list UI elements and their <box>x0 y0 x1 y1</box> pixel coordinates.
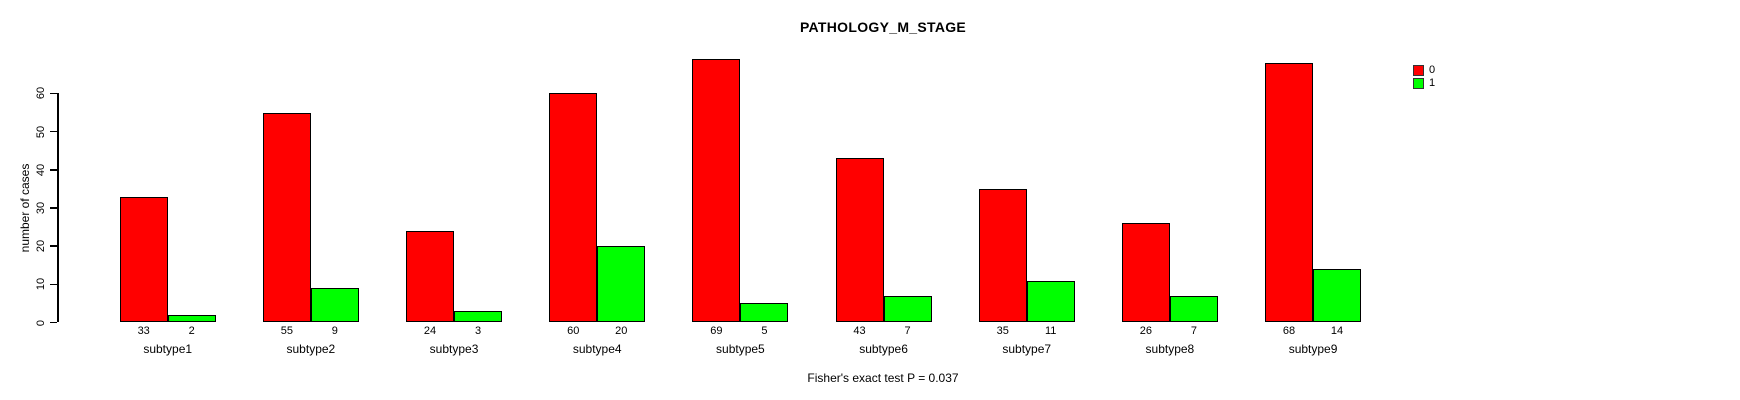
legend: 0 1 <box>1413 65 1435 89</box>
y-axis-tick-label: 30 <box>35 201 47 215</box>
bar-value-label-1-subtype6: 7 <box>904 325 911 337</box>
bar-value-label-1-subtype9: 14 <box>1330 325 1344 337</box>
legend-swatch-green <box>1413 78 1424 89</box>
y-axis-tick <box>50 130 57 133</box>
y-axis-tick-label: 10 <box>35 278 47 291</box>
x-axis-category-label-subtype8: subtype8 <box>1145 342 1195 356</box>
y-axis-tick-label: 50 <box>35 125 47 138</box>
chart-title: PATHOLOGY_M_STAGE <box>799 19 967 35</box>
x-axis-category-label-subtype7: subtype7 <box>1002 342 1052 356</box>
y-axis-label: number of cases <box>18 163 32 253</box>
bar-0-subtype8 <box>1121 223 1170 323</box>
x-axis-category-label-subtype6: subtype6 <box>859 342 908 356</box>
x-axis-category-label-subtype5: subtype5 <box>716 342 765 356</box>
bar-1-subtype4 <box>597 246 646 323</box>
bar-value-label-0-subtype2: 55 <box>280 325 293 337</box>
y-axis-tick <box>50 245 57 247</box>
bar-0-subtype3 <box>406 230 455 323</box>
legend-item-1: 1 <box>1413 78 1435 89</box>
y-axis-tick <box>50 92 57 95</box>
bar-value-label-1-subtype5: 5 <box>761 325 768 337</box>
bar-0-subtype7 <box>978 188 1027 323</box>
bar-value-label-0-subtype8: 26 <box>1139 325 1152 337</box>
bar-1-subtype3 <box>454 311 503 323</box>
bar-1-subtype8 <box>1169 295 1218 323</box>
bar-1-subtype1 <box>167 314 216 323</box>
x-axis-category-label-subtype4: subtype4 <box>572 342 622 356</box>
bar-value-label-1-subtype4: 20 <box>615 325 628 337</box>
bar-value-label-0-subtype9: 68 <box>1282 325 1296 337</box>
y-axis-tick <box>50 207 57 209</box>
bar-0-subtype1 <box>119 196 168 323</box>
x-axis-category-label-subtype2: subtype2 <box>286 342 336 356</box>
bar-value-label-0-subtype1: 33 <box>137 325 150 337</box>
bar-0-subtype6 <box>835 158 884 323</box>
bar-value-label-0-subtype4: 60 <box>567 325 580 337</box>
x-axis-category-label-subtype3: subtype3 <box>429 342 479 356</box>
bar-0-subtype4 <box>549 93 598 323</box>
y-axis-tick-label: 40 <box>35 163 47 176</box>
bar-1-subtype9 <box>1313 269 1362 323</box>
bar-value-label-0-subtype5: 69 <box>710 325 723 337</box>
bar-value-label-0-subtype3: 24 <box>423 325 437 337</box>
x-axis-category-label-subtype9: subtype9 <box>1288 342 1338 356</box>
legend-label: 0 <box>1429 64 1436 76</box>
x-axis-category-label-subtype1: subtype1 <box>143 342 193 356</box>
bar-value-label-0-subtype6: 43 <box>853 325 866 337</box>
bar-value-label-1-subtype3: 3 <box>474 325 482 337</box>
y-axis-tick-label: 0 <box>35 319 47 326</box>
bar-0-subtype9 <box>1265 62 1314 323</box>
legend-swatch-red <box>1413 65 1424 76</box>
y-axis-tick <box>50 283 57 286</box>
bar-value-label-1-subtype8: 7 <box>1190 325 1197 337</box>
y-axis-line <box>57 93 59 323</box>
bar-1-subtype7 <box>1026 280 1075 323</box>
bar-value-label-1-subtype7: 11 <box>1045 325 1057 337</box>
bar-1-subtype2 <box>310 288 359 323</box>
bar-value-label-1-subtype2: 9 <box>331 325 338 337</box>
y-axis-tick <box>50 321 57 324</box>
y-axis-tick-label: 20 <box>35 240 47 253</box>
legend-label: 1 <box>1429 77 1436 89</box>
annotation-pvalue: Fisher's exact test P = 0.037 <box>807 371 959 385</box>
bar-0-subtype2 <box>262 112 311 323</box>
bar-0-subtype5 <box>692 59 741 323</box>
bar-1-subtype5 <box>740 303 789 323</box>
bar-1-subtype6 <box>883 295 932 323</box>
bar-value-label-0-subtype7: 35 <box>996 325 1009 337</box>
bar-value-label-1-subtype1: 2 <box>188 325 195 337</box>
y-axis-tick-label: 60 <box>35 87 47 100</box>
legend-item-0: 0 <box>1413 65 1435 76</box>
y-axis-tick <box>50 169 57 171</box>
